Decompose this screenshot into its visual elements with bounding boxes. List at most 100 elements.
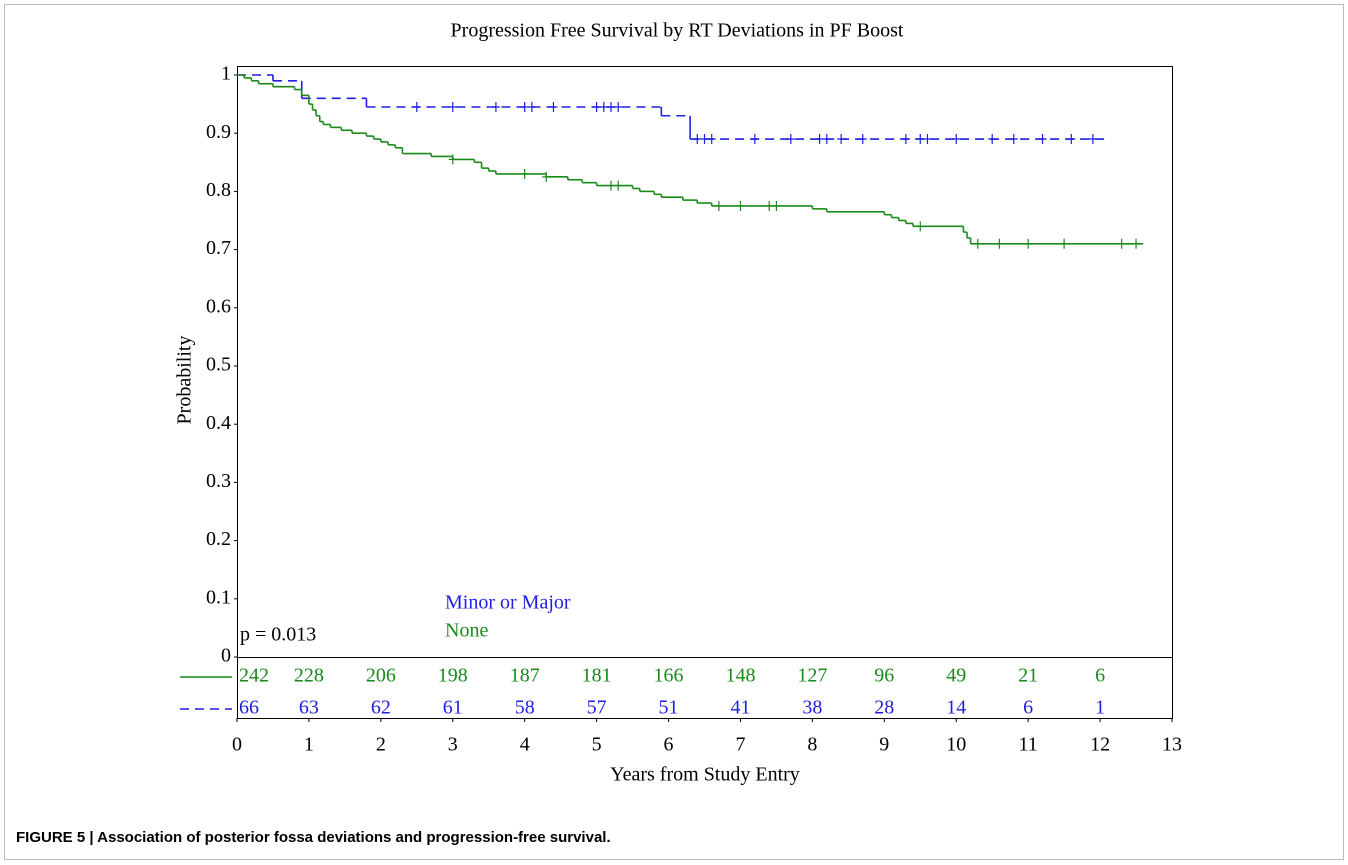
censor-mark [815,134,824,145]
y-tick-label: 0.3 [206,470,231,492]
y-tick-label: 0.9 [206,121,231,143]
x-tick-label: 13 [1162,734,1182,756]
at-risk-count: 1 [1095,697,1105,719]
figure-frame [4,4,1344,860]
at-risk-count: 58 [515,697,535,719]
x-tick-label: 2 [376,734,386,756]
y-tick-label: 0.6 [206,295,231,317]
censor-mark [700,134,709,145]
x-tick-label: 6 [664,734,674,756]
caption: FIGURE 5 | Association of posterior foss… [16,829,611,846]
at-risk-count: 198 [438,665,468,687]
at-risk-count: 228 [294,665,324,687]
at-risk-count: 206 [366,665,396,687]
plot-frame [237,66,1173,719]
censor-mark [714,200,723,211]
y-tick-label: 0.8 [206,179,231,201]
y-tick-label: 0.4 [206,412,231,434]
censor-mark [822,134,831,145]
at-risk-count: 57 [587,697,607,719]
at-risk-count: 14 [946,697,966,719]
censor-mark [448,102,457,113]
at-risk-count: 49 [946,665,966,687]
censor-mark [952,134,961,145]
x-tick-label: 11 [1019,734,1038,756]
censor-mark [693,134,702,145]
x-tick-label: 4 [520,734,530,756]
y-tick-label: 0.2 [206,528,231,550]
censor-mark [1038,134,1047,145]
chart-title: Progression Free Survival by RT Deviatio… [451,20,904,42]
censor-mark [923,134,932,145]
censor-mark [1060,238,1069,249]
censor-mark [901,134,910,145]
at-risk-count: 187 [510,665,540,687]
y-axis-label: Probability [174,336,196,425]
y-tick-label: 0.5 [206,354,231,376]
censor-mark [750,134,759,145]
at-risk-count: 96 [874,665,894,687]
censor-mark [412,102,421,113]
at-risk-count: 62 [371,697,391,719]
x-tick-label: 8 [807,734,817,756]
at-risk-count: 6 [1095,665,1105,687]
x-tick-label: 0 [232,734,242,756]
censor-mark [858,134,867,145]
censor-mark [1117,238,1126,249]
x-tick-label: 10 [946,734,966,756]
censor-mark [988,134,997,145]
at-risk-count: 66 [239,697,259,719]
x-tick-label: 9 [879,734,889,756]
censor-mark [599,102,608,113]
censor-mark [607,180,615,191]
censor-mark [448,154,457,165]
censor-mark [995,238,1004,249]
y-tick-label: 0.7 [206,237,231,259]
censor-mark [916,221,925,232]
x-tick-label: 3 [448,734,458,756]
y-tick-label: 1 [221,63,231,85]
p-value: p = 0.013 [240,624,316,646]
x-tick-label: 7 [735,734,745,756]
censor-mark [549,102,558,113]
x-tick-label: 5 [592,734,602,756]
censor-mark [527,102,536,113]
censor-mark [520,168,529,179]
at-risk-count: 181 [582,665,612,687]
at-risk-count: 6 [1023,697,1033,719]
at-risk-count: 242 [239,665,269,687]
legend-label: Minor or Major [445,592,571,614]
x-tick-label: 1 [304,734,314,756]
legend-label: None [445,620,488,642]
at-risk-count: 127 [797,665,827,687]
censor-mark [973,238,982,249]
censor-mark [1067,134,1076,145]
at-risk-count: 63 [299,697,319,719]
censor-mark [614,180,623,191]
censor-mark [1132,238,1141,249]
at-risk-count: 51 [659,697,679,719]
censor-mark [916,134,925,145]
censor-mark [614,102,623,113]
censor-mark [837,134,846,145]
censor-mark [592,102,601,113]
censor-mark [491,102,500,113]
y-tick-label: 0.1 [206,586,231,608]
censor-mark [1009,134,1018,145]
at-risk-count: 41 [730,697,750,719]
censor-mark [707,134,716,145]
at-risk-count: 21 [1018,665,1038,687]
censor-mark [765,200,774,211]
at-risk-count: 28 [874,697,894,719]
censor-mark [542,171,551,182]
at-risk-count: 38 [802,697,822,719]
censor-mark [1024,238,1033,249]
at-risk-count: 148 [725,665,755,687]
censor-mark [520,102,529,113]
at-risk-count: 166 [654,665,684,687]
y-tick-label: 0 [221,645,231,667]
censor-mark [607,102,615,113]
x-tick-label: 12 [1090,734,1110,756]
x-axis-label: Years from Study Entry [610,764,800,786]
